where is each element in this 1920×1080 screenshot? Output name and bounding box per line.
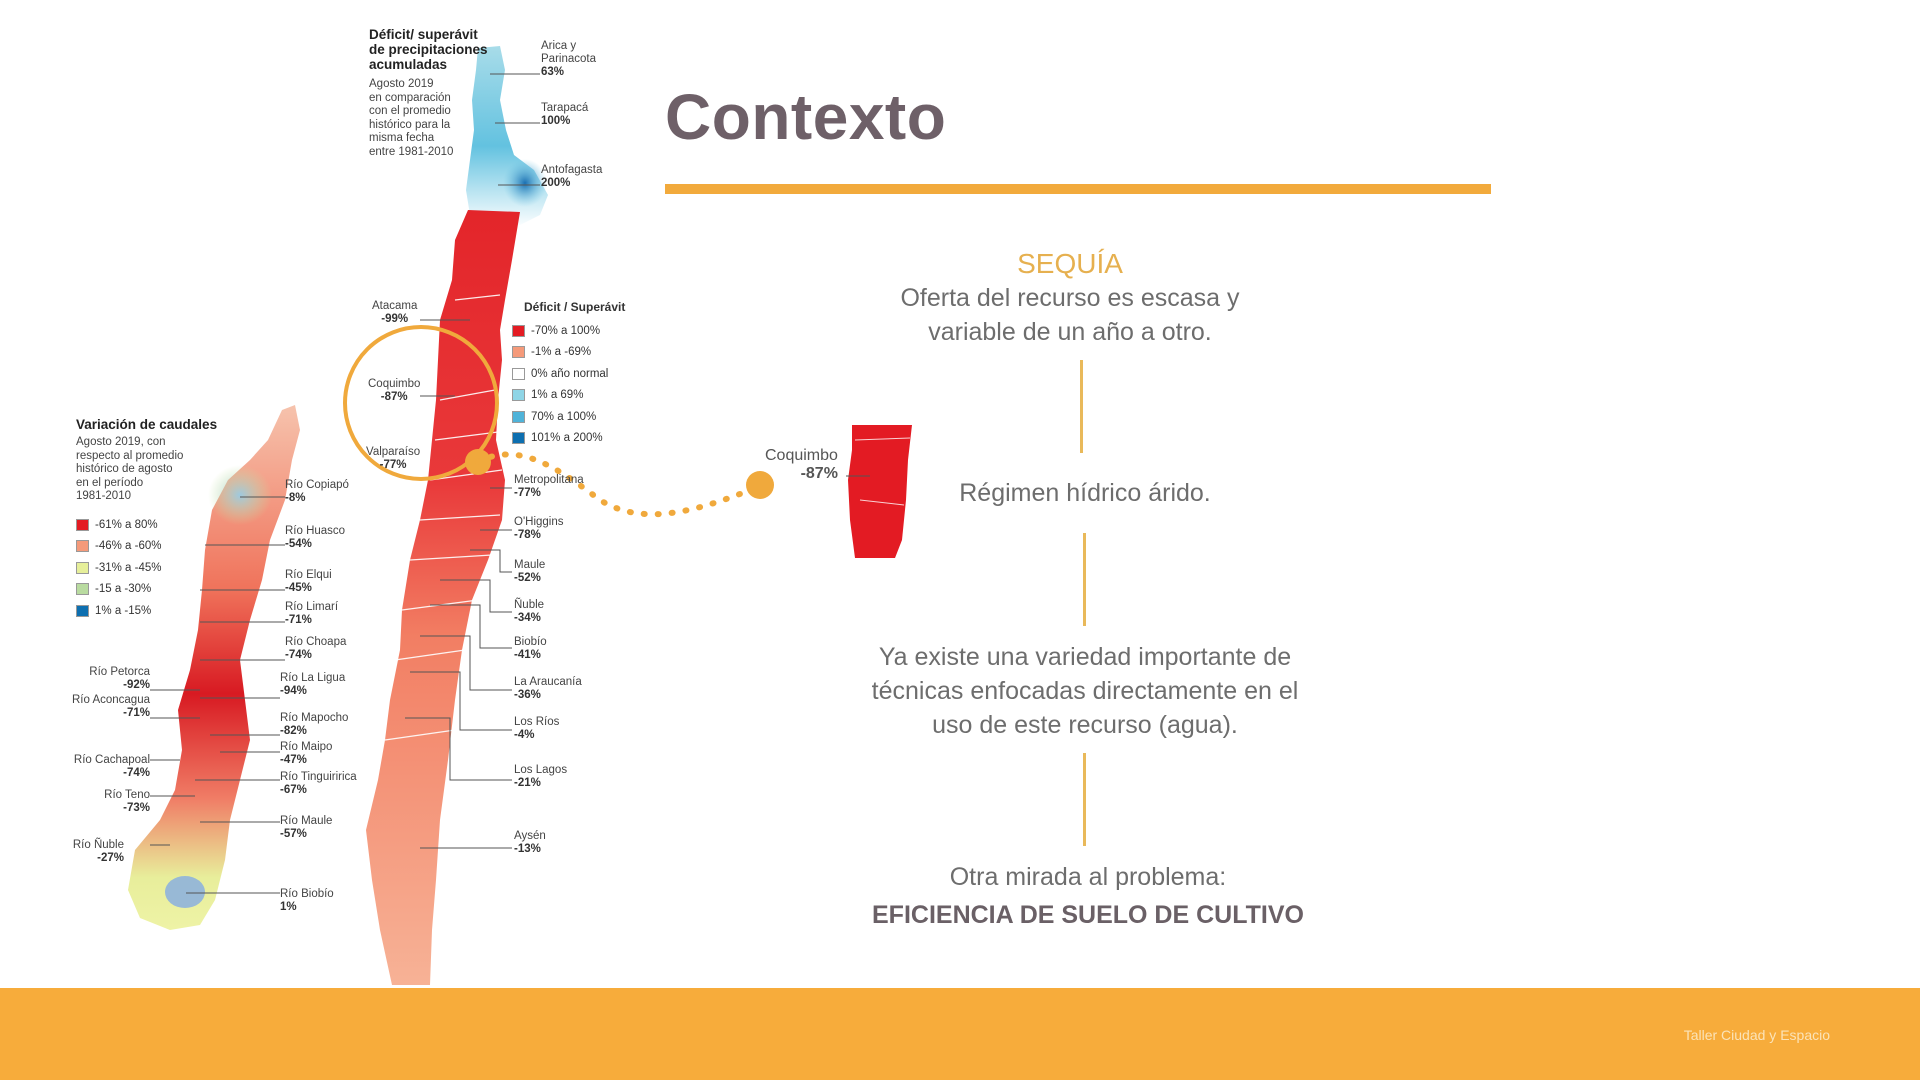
region-ohiggins: O'Higgins -78%	[514, 516, 564, 541]
river-cachapoal: Río Cachapoal -74%	[73, 754, 150, 779]
region-atacama: Atacama -99%	[372, 300, 418, 325]
flow-legend: -61% a 80% -46% a -60% -31% a -45% -15 a…	[76, 514, 161, 622]
block1-line2: variable de un año a otro.	[928, 318, 1212, 346]
footer-text: Taller Ciudad y Espacio	[1683, 1027, 1830, 1043]
flow-map-title: Variación de caudales Agosto 2019, con r…	[76, 417, 217, 504]
flow-sub-2: respecto al promedio	[76, 449, 184, 462]
river-tinguiririca: Río Tinguiririca -67%	[280, 771, 357, 796]
connector-line-2	[1083, 533, 1086, 626]
precip-sub-5: misma fecha	[369, 132, 435, 144]
precip-map-title: Déficit/ superávit de precipitaciones ac…	[369, 27, 488, 159]
flow-legend-row: -31% a -45%	[76, 557, 161, 579]
sequia-heading: SEQUÍA	[1017, 248, 1123, 279]
region-antofagasta: Antofagasta 200%	[541, 164, 603, 189]
river-teno: Río Teno -73%	[104, 789, 150, 814]
precip-legend: Déficit / Superávit -70% a 100% -1% a -6…	[512, 300, 625, 449]
connector-line-3	[1083, 753, 1086, 846]
region-los-lagos: Los Lagos -21%	[514, 764, 568, 789]
region-valparaiso: Valparaíso -77%	[366, 446, 421, 471]
river-choapa: Río Choapa -74%	[285, 636, 347, 661]
precip-title-line3: acumuladas	[369, 57, 448, 72]
region-metropolitana: Metropolitana -77%	[514, 474, 584, 499]
river-nuble: Río Ñuble -27%	[72, 839, 124, 864]
flow-legend-row: -46% a -60%	[76, 536, 161, 558]
precip-sub-4: histórico para la	[369, 118, 451, 131]
south-chile-shape	[366, 210, 520, 985]
block1-line1: Oferta del recurso es escasa y	[900, 284, 1240, 312]
block3-line3: uso de este recurso (agua).	[932, 711, 1238, 739]
region-aysen: Aysén -13%	[514, 830, 546, 855]
region-araucania: La Araucanía -36%	[514, 676, 582, 701]
sequia-block: SEQUÍA Oferta del recurso es escasa y va…	[820, 247, 1320, 349]
region-coquimbo: Coquimbo -87%	[368, 378, 421, 403]
precip-legend-row: -1% a -69%	[512, 342, 625, 364]
dotted-connector	[475, 451, 763, 518]
coquimbo-zoom-label: Coquimbo -87%	[765, 447, 838, 483]
river-elqui: Río Elqui -45%	[285, 569, 332, 594]
precip-legend-row: 1% a 69%	[512, 385, 625, 407]
block4-line1: Otra mirada al problema:	[949, 863, 1227, 891]
river-mapocho: Río Mapocho -82%	[280, 712, 349, 737]
precip-sub-1: Agosto 2019	[369, 78, 434, 90]
region-tarapaca: Tarapacá 100%	[541, 102, 589, 127]
region-arica: Arica y Parinacota 63%	[541, 40, 596, 78]
coquimbo-highlight-circle	[343, 325, 499, 481]
flow-chile-shape	[128, 405, 300, 930]
title-underline	[665, 184, 1491, 194]
river-aconcagua: Río Aconcagua -71%	[71, 694, 150, 719]
river-copiapo: Río Copiapó -8%	[285, 479, 349, 504]
river-huasco: Río Huasco -54%	[285, 525, 346, 550]
footer-bar	[0, 988, 1920, 1080]
zoom-name: Coquimbo	[765, 447, 838, 464]
river-maule: Río Maule -57%	[280, 815, 333, 840]
flow-title: Variación de caudales	[76, 417, 218, 432]
precip-legend-row: 0% año normal	[512, 363, 625, 385]
river-petorca: Río Petorca -92%	[89, 666, 150, 691]
region-biobio: Biobío -41%	[514, 636, 547, 661]
flow-sub-3: histórico de agosto	[76, 463, 173, 475]
river-maipo: Río Maipo -47%	[280, 741, 333, 766]
flow-legend-row: -15 a -30%	[76, 579, 161, 601]
block4-text: Otra mirada al problema: EFICIENCIA DE S…	[838, 860, 1338, 932]
flow-legend-row: 1% a -15%	[76, 600, 161, 622]
block3-text: Ya existe una variedad importante de téc…	[835, 640, 1335, 742]
river-limari: Río Limarí -71%	[285, 601, 339, 626]
flow-legend-row: -61% a 80%	[76, 514, 161, 536]
precip-title-line2: de precipitaciones	[369, 42, 488, 57]
precip-legend-title: Déficit / Superávit	[524, 300, 626, 314]
region-los-rios: Los Ríos -4%	[514, 716, 560, 741]
precip-legend-row: 70% a 100%	[512, 406, 625, 428]
region-maule: Maule -52%	[514, 559, 546, 584]
precip-legend-row: 101% a 200%	[512, 428, 625, 450]
river-biobio: Río Biobío 1%	[280, 888, 334, 913]
precip-sub-2: en comparación	[369, 91, 451, 104]
chile-maps-figure	[128, 46, 912, 985]
block2-text: Régimen hídrico árido.	[959, 479, 1211, 507]
slide-title: Contexto	[665, 81, 947, 153]
precip-legend-row: -70% a 100%	[512, 320, 625, 342]
flow-sub-5: 1981-2010	[76, 490, 131, 502]
block3-line1: Ya existe una variedad importante de	[878, 643, 1292, 671]
precip-sub-3: con el promedio	[369, 105, 451, 117]
zoom-value: -87%	[800, 465, 838, 482]
block3-line2: técnicas enfocadas directamente en el	[871, 677, 1299, 705]
flow-sub-1: Agosto 2019, con	[76, 436, 166, 448]
precip-title-line1: Déficit/ superávit	[369, 27, 478, 42]
region-nuble: Ñuble -34%	[514, 599, 545, 624]
coquimbo-zoom-shape	[848, 425, 912, 558]
river-la-ligua: Río La Ligua -94%	[280, 672, 346, 697]
connector-line-1	[1080, 360, 1083, 453]
flow-sub-4: en el período	[76, 476, 144, 489]
precip-sub-6: entre 1981-2010	[369, 145, 454, 158]
block4-line2: EFICIENCIA DE SUELO DE CULTIVO	[872, 901, 1304, 929]
